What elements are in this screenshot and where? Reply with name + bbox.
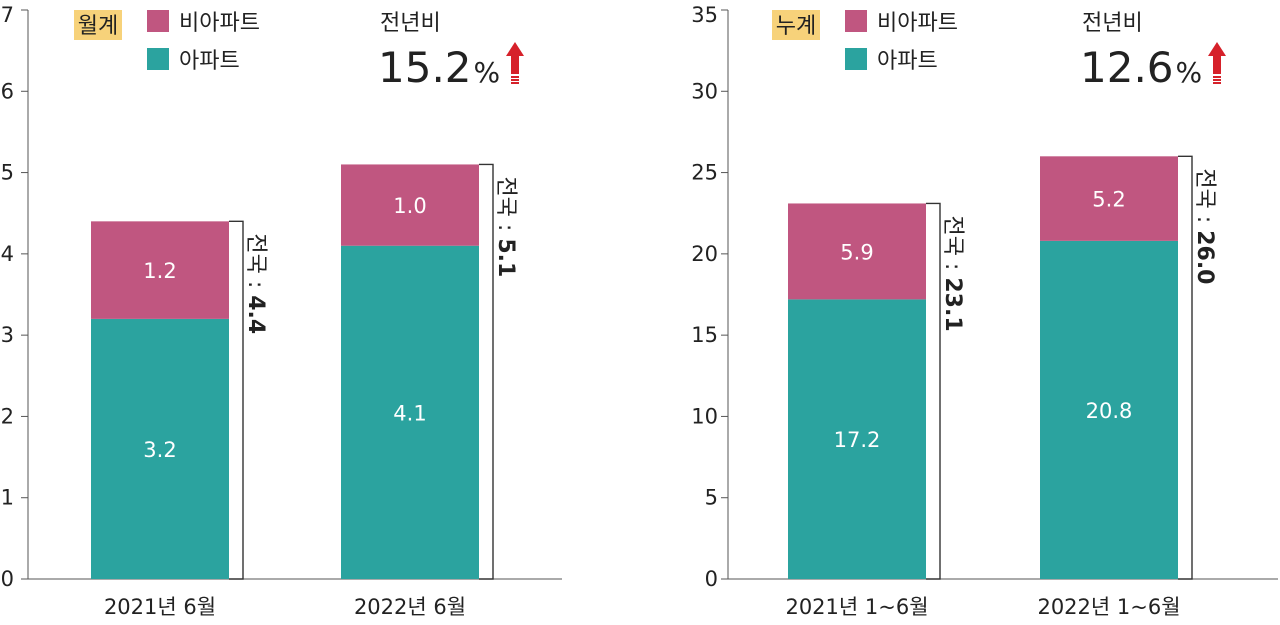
x-tick-label: 2021년 6월 <box>104 595 216 619</box>
yoy-label: 전년비 <box>380 11 441 36</box>
legend-label: 비아파트 <box>877 11 958 36</box>
chart-1: 0 1 2 3 4 5 6 7 3.2 1.2 전국 : 4.4 2021년 6월 4.1 1.0 전국 :… <box>1 3 562 619</box>
badge-label: 월계 <box>78 14 118 39</box>
x-tick-label: 2021년 1~6월 <box>785 595 928 619</box>
bar-label-non-apartment: 1.0 <box>393 194 426 218</box>
bar-label-apartment: 3.2 <box>143 438 176 462</box>
y-tick-label: 7 <box>1 3 14 27</box>
y-tick-label: 35 <box>691 3 718 27</box>
y-tick-label: 1 <box>1 486 14 510</box>
total-label: 전국 : 4.4 <box>243 233 268 334</box>
y-tick-label: 15 <box>691 323 718 347</box>
legend-swatch <box>147 10 169 32</box>
yoy-value: 12.6 <box>1080 43 1174 92</box>
y-tick-label: 5 <box>1 161 14 185</box>
yoy-figure: 15.2% <box>378 43 500 92</box>
bar-non-apartment <box>788 203 926 300</box>
yoy-figure: 12.6% <box>1080 43 1202 92</box>
yoy-unit: % <box>1176 56 1203 89</box>
legend-label: 아파트 <box>877 49 938 74</box>
y-tick-label: 0 <box>1 567 14 591</box>
up-arrow-icon <box>1208 42 1226 74</box>
total-bracket <box>926 202 941 580</box>
total-bracket <box>1178 155 1193 580</box>
up-arrow-icon <box>511 82 519 84</box>
total-prefix: 전국 : <box>243 233 268 295</box>
y-tick-label: 4 <box>1 242 14 266</box>
y-tick-label: 5 <box>705 486 718 510</box>
bar-non-apartment <box>1040 156 1178 241</box>
chart-2: 0 5 10 15 20 25 30 35 17.2 5.9 전국 : 23.1 2021년 1~6월… <box>691 3 1278 619</box>
bar-apartment <box>788 299 926 579</box>
up-arrow-icon <box>1213 82 1221 84</box>
up-arrow-icon <box>506 42 524 74</box>
total-value: 23.1 <box>940 277 965 331</box>
y-tick-label: 6 <box>1 79 14 103</box>
up-arrow-icon <box>1213 76 1221 78</box>
bar-apartment <box>91 318 229 579</box>
total-label: 전국 : 5.1 <box>493 176 518 277</box>
legend-swatch <box>147 48 169 70</box>
total-label: 전국 : 26.0 <box>1192 168 1217 284</box>
legend-swatch <box>845 10 867 32</box>
bar-label-apartment: 20.8 <box>1086 399 1133 423</box>
total-prefix: 전국 : <box>1192 168 1217 230</box>
legend-label: 비아파트 <box>179 11 260 36</box>
badge-label: 누계 <box>776 14 816 39</box>
legend-label: 아파트 <box>179 49 240 74</box>
y-tick-label: 25 <box>691 161 718 185</box>
legend-swatch <box>845 48 867 70</box>
bar-label-non-apartment: 5.2 <box>1092 188 1125 212</box>
bar-label-apartment: 17.2 <box>834 428 881 452</box>
total-value: 4.4 <box>243 295 268 334</box>
y-tick-label: 30 <box>691 79 718 103</box>
y-tick-label: 20 <box>691 242 718 266</box>
yoy-label: 전년비 <box>1082 11 1143 36</box>
total-value: 5.1 <box>493 238 518 277</box>
x-tick-label: 2022년 6월 <box>354 595 466 619</box>
up-arrow-icon <box>511 79 519 81</box>
total-value: 26.0 <box>1192 230 1217 284</box>
yoy-unit: % <box>474 56 501 89</box>
badge-bg <box>772 10 820 40</box>
up-arrow-icon <box>1213 79 1221 81</box>
y-tick-label: 2 <box>1 404 14 428</box>
total-label: 전국 : 23.1 <box>940 215 965 331</box>
total-prefix: 전국 : <box>493 176 518 238</box>
total-bracket <box>229 220 244 580</box>
bar-label-non-apartment: 1.2 <box>143 259 176 283</box>
bar-apartment <box>1040 240 1178 579</box>
bar-non-apartment <box>341 164 479 246</box>
bar-label-non-apartment: 5.9 <box>840 240 873 264</box>
up-arrow-icon <box>511 76 519 78</box>
total-prefix: 전국 : <box>940 215 965 277</box>
y-tick-label: 0 <box>705 567 718 591</box>
bar-non-apartment <box>91 221 229 319</box>
bar-apartment <box>341 245 479 579</box>
y-tick-label: 3 <box>1 323 14 347</box>
badge-bg <box>74 10 122 40</box>
y-tick-label: 10 <box>691 404 718 428</box>
total-bracket <box>479 163 494 580</box>
yoy-value: 15.2 <box>378 43 472 92</box>
x-tick-label: 2022년 1~6월 <box>1037 595 1180 619</box>
bar-label-apartment: 4.1 <box>393 401 426 425</box>
